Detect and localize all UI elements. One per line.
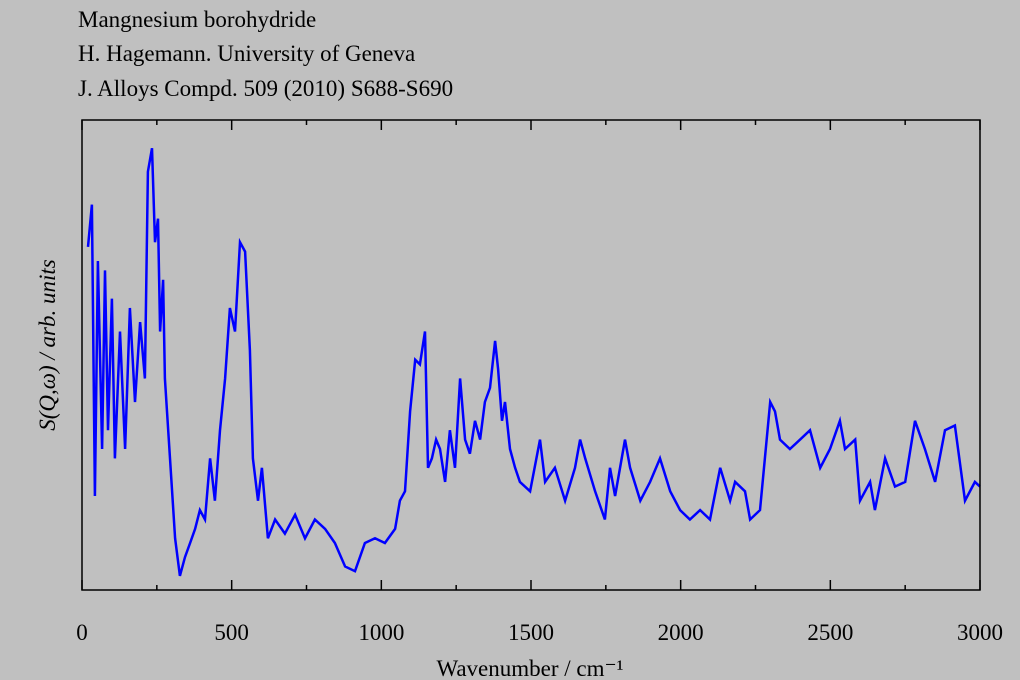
x-tick-label: 0: [76, 620, 88, 645]
x-tick-label: 2500: [807, 620, 853, 645]
x-tick-label: 500: [214, 620, 249, 645]
x-tick-label: 1000: [358, 620, 404, 645]
plot-frame: [81, 119, 981, 591]
x-tick-label: 2000: [658, 620, 704, 645]
title-line: Mangnesium borohydride: [78, 7, 316, 32]
title-line: H. Hagemann. University of Geneva: [78, 41, 415, 66]
x-axis-label: Wavenumber / cm⁻¹: [436, 656, 623, 680]
y-axis-label: S(Q,ω) / arb. units: [35, 259, 60, 431]
title-line: J. Alloys Compd. 509 (2010) S688-S690: [78, 76, 453, 101]
spectrum-line: [86, 147, 981, 577]
x-tick-label: 3000: [957, 620, 1003, 645]
x-tick-label: 1500: [508, 620, 554, 645]
